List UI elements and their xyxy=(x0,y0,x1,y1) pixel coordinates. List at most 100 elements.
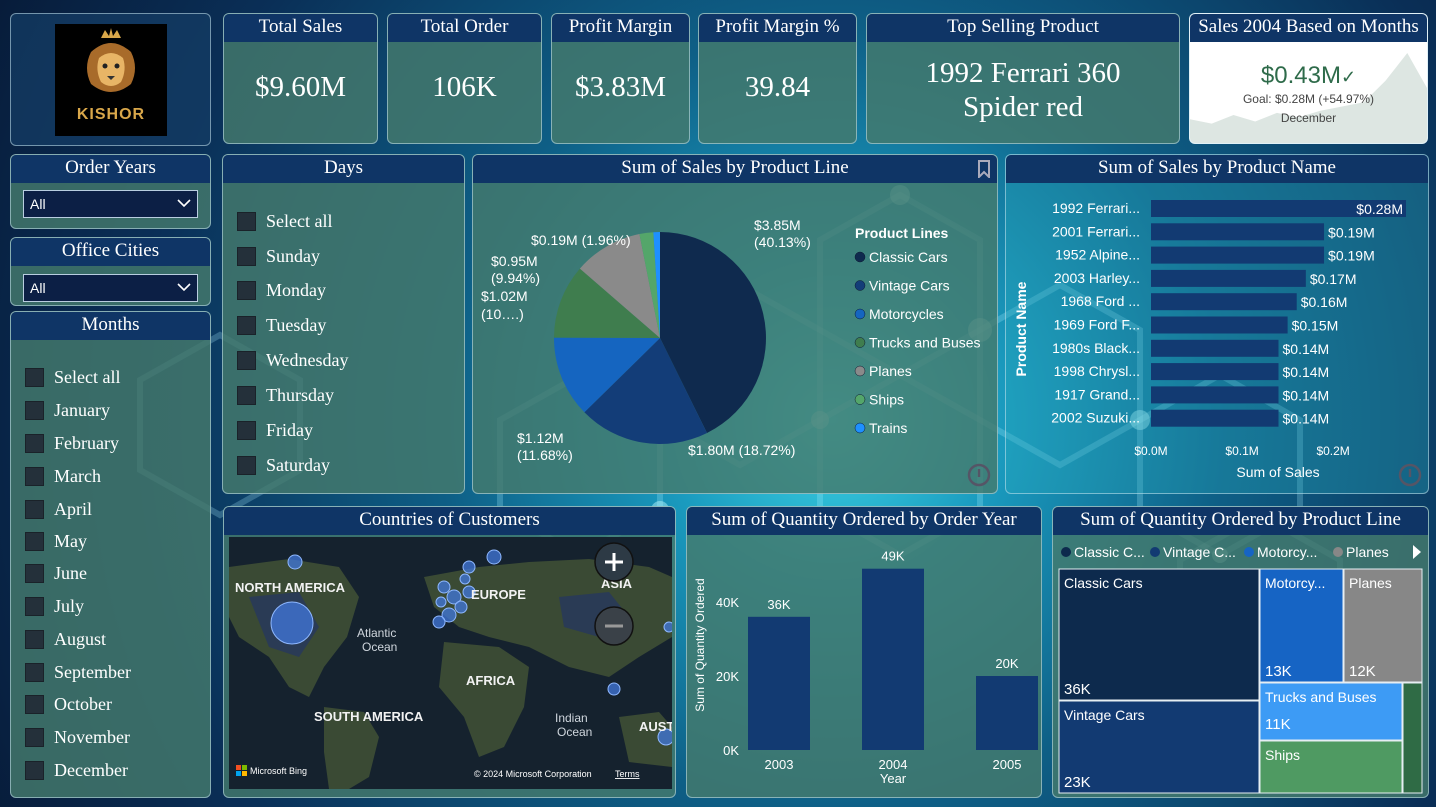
month-option-april[interactable]: April xyxy=(25,499,92,520)
checkbox[interactable] xyxy=(25,401,44,420)
month-option-may[interactable]: May xyxy=(25,531,87,552)
checkbox[interactable] xyxy=(25,564,44,583)
month-option-december[interactable]: December xyxy=(25,760,128,781)
tile-label: Planes xyxy=(1349,575,1392,591)
bar[interactable] xyxy=(1151,246,1325,264)
legend-next-arrow[interactable] xyxy=(1413,545,1421,559)
pie-slice-motorcycles[interactable] xyxy=(553,337,660,413)
checkbox[interactable] xyxy=(237,351,256,370)
legend-item[interactable]: Vintage Cars xyxy=(869,278,950,294)
bar[interactable] xyxy=(1151,200,1406,217)
legend-item[interactable]: Trains xyxy=(869,420,907,436)
legend-item[interactable]: Classic C... xyxy=(1074,544,1145,560)
zoom-in-button[interactable] xyxy=(594,542,634,582)
pie-slice-classic-cars[interactable] xyxy=(660,232,766,433)
bar[interactable] xyxy=(862,568,924,750)
month-option-january[interactable]: January xyxy=(25,400,110,421)
month-option-november[interactable]: November xyxy=(25,727,130,748)
checkbox[interactable] xyxy=(25,532,44,551)
bar[interactable] xyxy=(1151,316,1288,334)
checkbox[interactable] xyxy=(25,434,44,453)
world-map[interactable]: NORTH AMERICA EUROPE ASIA AFRICA SOUTH A… xyxy=(229,537,672,789)
day-option-select-all[interactable]: Select all xyxy=(237,211,332,232)
legend-item[interactable]: Vintage C... xyxy=(1163,544,1236,560)
checkbox[interactable] xyxy=(25,761,44,780)
info-icon[interactable] xyxy=(1398,463,1422,487)
bar[interactable] xyxy=(1151,386,1279,404)
legend-item[interactable]: Trucks and Buses xyxy=(869,335,981,351)
checkbox[interactable] xyxy=(25,467,44,486)
pie-slice-ships[interactable] xyxy=(639,232,660,338)
pie-slice-vintage-cars[interactable] xyxy=(584,338,708,444)
bar-data-label: $0.17M xyxy=(1310,271,1357,287)
bar[interactable] xyxy=(1151,363,1279,381)
bar[interactable] xyxy=(1151,339,1279,357)
checkbox[interactable] xyxy=(25,500,44,519)
checkbox[interactable] xyxy=(237,421,256,440)
month-option-october[interactable]: October xyxy=(25,694,112,715)
checkbox[interactable] xyxy=(237,212,256,231)
tile-value: 12K xyxy=(1349,663,1376,680)
day-option-tuesday[interactable]: Tuesday xyxy=(237,315,326,336)
treemap-tile[interactable] xyxy=(1058,568,1260,701)
day-option-saturday[interactable]: Saturday xyxy=(237,455,330,476)
month-option-select-all[interactable]: Select all xyxy=(25,367,120,388)
pie-slice-planes[interactable] xyxy=(579,234,660,338)
bar[interactable] xyxy=(1151,269,1306,287)
month-option-june[interactable]: June xyxy=(25,563,87,584)
day-option-monday[interactable]: Monday xyxy=(237,280,326,301)
treemap-tile[interactable] xyxy=(1259,740,1403,794)
checkbox[interactable] xyxy=(237,456,256,475)
checkbox[interactable] xyxy=(25,630,44,649)
treemap-tile[interactable] xyxy=(1259,682,1403,741)
checkbox[interactable] xyxy=(25,597,44,616)
day-option-sunday[interactable]: Sunday xyxy=(237,246,320,267)
order-years-dropdown[interactable]: All xyxy=(23,190,198,218)
treemap-tile[interactable] xyxy=(1402,682,1423,794)
kpi-title: Total Sales xyxy=(224,14,377,42)
checkbox[interactable] xyxy=(25,728,44,747)
month-option-july[interactable]: July xyxy=(25,596,84,617)
zoom-out-button[interactable] xyxy=(594,606,634,646)
checkbox[interactable] xyxy=(237,386,256,405)
treemap-tile[interactable] xyxy=(1058,700,1260,794)
kpi-value: $9.60M xyxy=(254,71,347,103)
bar[interactable] xyxy=(1151,223,1325,241)
map-terms-link[interactable]: Terms xyxy=(615,769,640,779)
legend-item[interactable]: Planes xyxy=(869,363,912,379)
bar[interactable] xyxy=(1151,293,1297,311)
treemap-tile[interactable] xyxy=(1259,568,1344,683)
day-option-wednesday[interactable]: Wednesday xyxy=(237,350,349,371)
sales-by-product-line-card: Sum of Sales by Product Line $3.85M (40.1… xyxy=(472,154,998,494)
pie-slice-trucks-and-buses[interactable] xyxy=(554,268,660,338)
bookmark-icon[interactable] xyxy=(977,160,991,178)
checkbox[interactable] xyxy=(237,316,256,335)
treemap-tile[interactable] xyxy=(1343,568,1423,683)
legend-item[interactable]: Motorcy... xyxy=(1257,544,1317,560)
day-option-friday[interactable]: Friday xyxy=(237,420,313,441)
checkbox[interactable] xyxy=(25,368,44,387)
bar[interactable] xyxy=(1151,409,1279,427)
legend-item[interactable]: Classic Cars xyxy=(869,249,948,265)
month-option-february[interactable]: February xyxy=(25,433,119,454)
kpi-total-sales: Total Sales $9.60M xyxy=(223,13,378,144)
legend-item[interactable]: Planes xyxy=(1346,544,1389,560)
legend-item[interactable]: Ships xyxy=(869,392,904,408)
checkbox[interactable] xyxy=(25,695,44,714)
kpi-goal: Goal: $0.28M (+54.97%) xyxy=(1242,92,1375,106)
checkbox[interactable] xyxy=(237,281,256,300)
bar[interactable] xyxy=(748,616,810,750)
office-cities-dropdown[interactable]: All xyxy=(23,274,198,302)
month-option-august[interactable]: August xyxy=(25,629,106,650)
logo-text: KISHOR xyxy=(76,106,146,123)
checkbox[interactable] xyxy=(25,663,44,682)
month-option-september[interactable]: September xyxy=(25,662,131,683)
month-option-march[interactable]: March xyxy=(25,466,101,487)
info-icon[interactable] xyxy=(967,463,991,487)
checkbox[interactable] xyxy=(237,247,256,266)
bar[interactable] xyxy=(976,676,1038,750)
legend-item[interactable]: Motorcycles xyxy=(869,306,944,322)
pie-slice-trains[interactable] xyxy=(653,232,660,338)
order-years-filter: Order Years All xyxy=(10,154,211,229)
day-option-thursday[interactable]: Thursday xyxy=(237,385,334,406)
